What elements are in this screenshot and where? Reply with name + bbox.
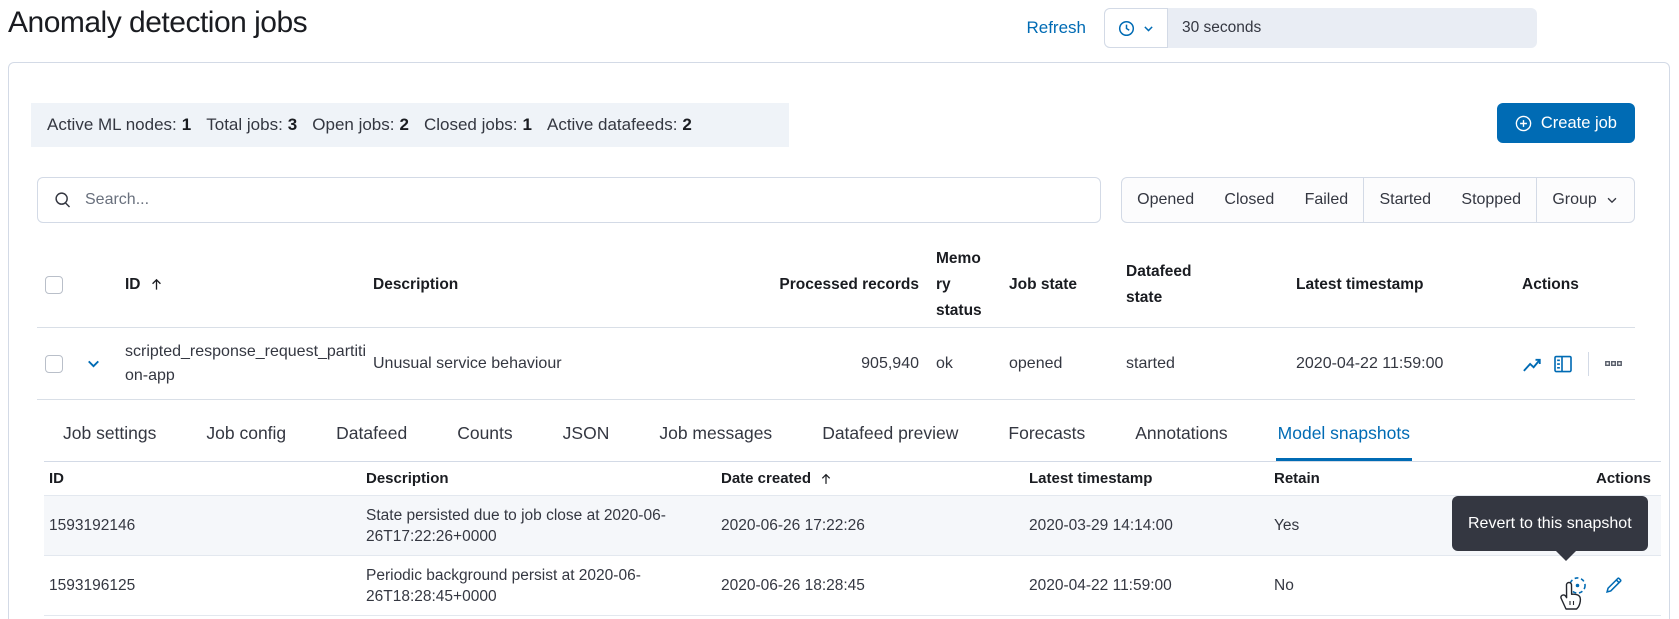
job-description: Unusual service behaviour	[373, 354, 562, 372]
snap-header-id: ID	[49, 470, 64, 487]
snapshot-date-created: 2020-06-26 17:22:26	[721, 516, 865, 534]
job-details-section: Job settings Job config Datafeed Counts …	[44, 400, 1661, 616]
tab-job-messages[interactable]: Job messages	[659, 423, 773, 443]
jobs-header-processed-records[interactable]: Processed records	[779, 275, 919, 293]
snapshot-description: State persisted due to job close at 2020…	[366, 506, 666, 545]
filter-started[interactable]: Started	[1364, 178, 1446, 222]
revert-tooltip: Revert to this snapshot	[1452, 496, 1648, 561]
snap-header-description: Description	[366, 470, 449, 487]
snap-header-latest-timestamp: Latest timestamp	[1029, 470, 1153, 487]
sort-arrow-up-icon	[149, 277, 164, 292]
row-checkbox[interactable]	[45, 354, 63, 373]
summary-active-datafeeds: Active datafeeds: 2	[547, 115, 692, 134]
single-metric-viewer-icon[interactable]	[1522, 354, 1542, 374]
snapshot-id: 1593196125	[49, 576, 136, 594]
tab-model-snapshots[interactable]: Model snapshots	[1276, 400, 1412, 461]
snapshot-latest-timestamp: 2020-03-29 14:14:00	[1029, 516, 1173, 534]
snapshot-row: 1593196125 Periodic background persist a…	[44, 556, 1661, 616]
create-job-button[interactable]: Create job	[1496, 103, 1635, 143]
jobs-header-job-state[interactable]: Job state	[1009, 275, 1078, 293]
jobs-header-description[interactable]: Description	[373, 275, 459, 293]
table-controls: Opened Closed Failed Started Stopped Gro…	[37, 177, 1635, 223]
jobs-header-memory-status[interactable]: Memory status	[936, 249, 982, 319]
tab-datafeed-preview[interactable]: Datafeed preview	[822, 423, 959, 443]
clock-icon	[1118, 20, 1135, 37]
refresh-interval-toggle-button[interactable]	[1104, 8, 1168, 48]
tab-forecasts[interactable]: Forecasts	[1008, 423, 1086, 443]
cursor-pointer-icon	[1553, 577, 1585, 611]
refresh-controls: Refresh 30 seconds	[1026, 6, 1537, 48]
filter-group-dropdown[interactable]: Group	[1537, 178, 1634, 222]
jobs-panel: Active ML nodes: 1 Total jobs: 3 Open jobs…	[8, 62, 1670, 619]
select-all-checkbox[interactable]	[45, 275, 63, 294]
actions-divider	[1588, 351, 1589, 376]
snap-header-actions: Actions	[1595, 470, 1651, 487]
filter-separator	[1536, 178, 1538, 222]
summary-open-jobs: Open jobs: 2	[312, 115, 409, 134]
job-actions	[1514, 351, 1635, 376]
tab-annotations[interactable]: Annotations	[1135, 423, 1228, 443]
job-processed-records: 905,940	[861, 354, 919, 372]
job-state: opened	[1009, 354, 1063, 372]
chevron-down-icon	[1142, 22, 1155, 35]
expand-row-toggle[interactable]	[85, 355, 125, 372]
snapshot-retain: No	[1274, 576, 1294, 594]
filter-group: Opened Closed Failed Started Stopped Gro…	[1121, 177, 1635, 223]
snapshot-row: 1593192146 State persisted due to job cl…	[44, 496, 1661, 556]
refresh-interval-value[interactable]: 30 seconds	[1182, 19, 1262, 36]
jobs-header-latest-timestamp[interactable]: Latest timestamp	[1296, 275, 1424, 293]
search-icon	[54, 191, 72, 209]
job-id[interactable]: scripted_response_request_partition-app	[125, 342, 367, 384]
edit-snapshot-icon[interactable]	[1604, 576, 1623, 595]
job-datafeed-state: started	[1126, 354, 1175, 372]
snapshot-id: 1593192146	[49, 516, 136, 534]
revert-snapshot-icon[interactable]	[1567, 575, 1588, 596]
jobs-header-datafeed-state[interactable]: Datafeed state	[1126, 262, 1192, 306]
summary-closed-jobs: Closed jobs: 1	[423, 115, 532, 134]
jobs-table-header-row: ID Description Processed records Memory …	[37, 242, 1635, 327]
more-actions-icon[interactable]	[1604, 354, 1623, 373]
model-snapshots-table: ID Description Date created Latest times…	[44, 462, 1661, 616]
page-header: Anomaly detection jobs Refresh 30 second…	[0, 0, 1679, 56]
anomaly-explorer-icon[interactable]	[1553, 354, 1573, 374]
snap-header-date-created[interactable]: Date created	[716, 470, 1024, 487]
snapshot-retain: Yes	[1274, 516, 1300, 534]
job-row: scripted_response_request_partition-app …	[37, 327, 1635, 400]
summary-total-jobs: Total jobs: 3	[206, 115, 298, 134]
chevron-down-icon	[1605, 193, 1619, 207]
jobs-header-id[interactable]: ID	[125, 272, 373, 298]
snapshot-description: Periodic background persist at 2020-06-2…	[366, 566, 641, 605]
tab-json[interactable]: JSON	[562, 423, 610, 443]
jobs-summary-bar: Active ML nodes: 1 Total jobs: 3 Open jobs…	[31, 103, 789, 147]
tab-datafeed[interactable]: Datafeed	[336, 423, 408, 443]
job-latest-timestamp: 2020-04-22 11:59:00	[1296, 354, 1444, 372]
snapshot-actions	[1459, 575, 1661, 596]
plus-in-circle-icon	[1515, 115, 1532, 132]
summary-active-ml-nodes: Active ML nodes: 1	[47, 115, 192, 134]
jobs-table: ID Description Processed records Memory …	[37, 242, 1635, 400]
tab-job-config[interactable]: Job config	[206, 423, 287, 443]
page-title: Anomaly detection jobs	[8, 6, 308, 39]
snapshot-latest-timestamp: 2020-04-22 11:59:00	[1029, 576, 1172, 594]
snapshots-header-row: ID Description Date created Latest times…	[44, 462, 1661, 496]
tab-counts[interactable]: Counts	[457, 423, 513, 443]
snapshot-date-created: 2020-06-26 18:28:45	[721, 576, 865, 594]
sort-arrow-up-icon	[819, 472, 833, 486]
job-detail-tabs: Job settings Job config Datafeed Counts …	[44, 400, 1661, 462]
job-memory-status: ok	[936, 354, 953, 372]
filter-stopped[interactable]: Stopped	[1446, 178, 1536, 222]
filter-closed[interactable]: Closed	[1209, 178, 1289, 222]
filter-failed[interactable]: Failed	[1289, 178, 1363, 222]
chevron-down-icon	[85, 355, 102, 372]
tab-job-settings[interactable]: Job settings	[63, 423, 157, 443]
jobs-header-actions: Actions	[1522, 275, 1579, 293]
refresh-interval-picker: 30 seconds	[1104, 8, 1537, 48]
search-input[interactable]	[85, 191, 1084, 209]
snap-header-retain: Retain	[1274, 470, 1320, 487]
filter-separator	[1363, 178, 1365, 222]
tooltip-arrow	[1556, 551, 1576, 561]
filter-opened[interactable]: Opened	[1122, 178, 1209, 222]
search-box	[37, 177, 1101, 223]
refresh-link[interactable]: Refresh	[1026, 18, 1086, 37]
